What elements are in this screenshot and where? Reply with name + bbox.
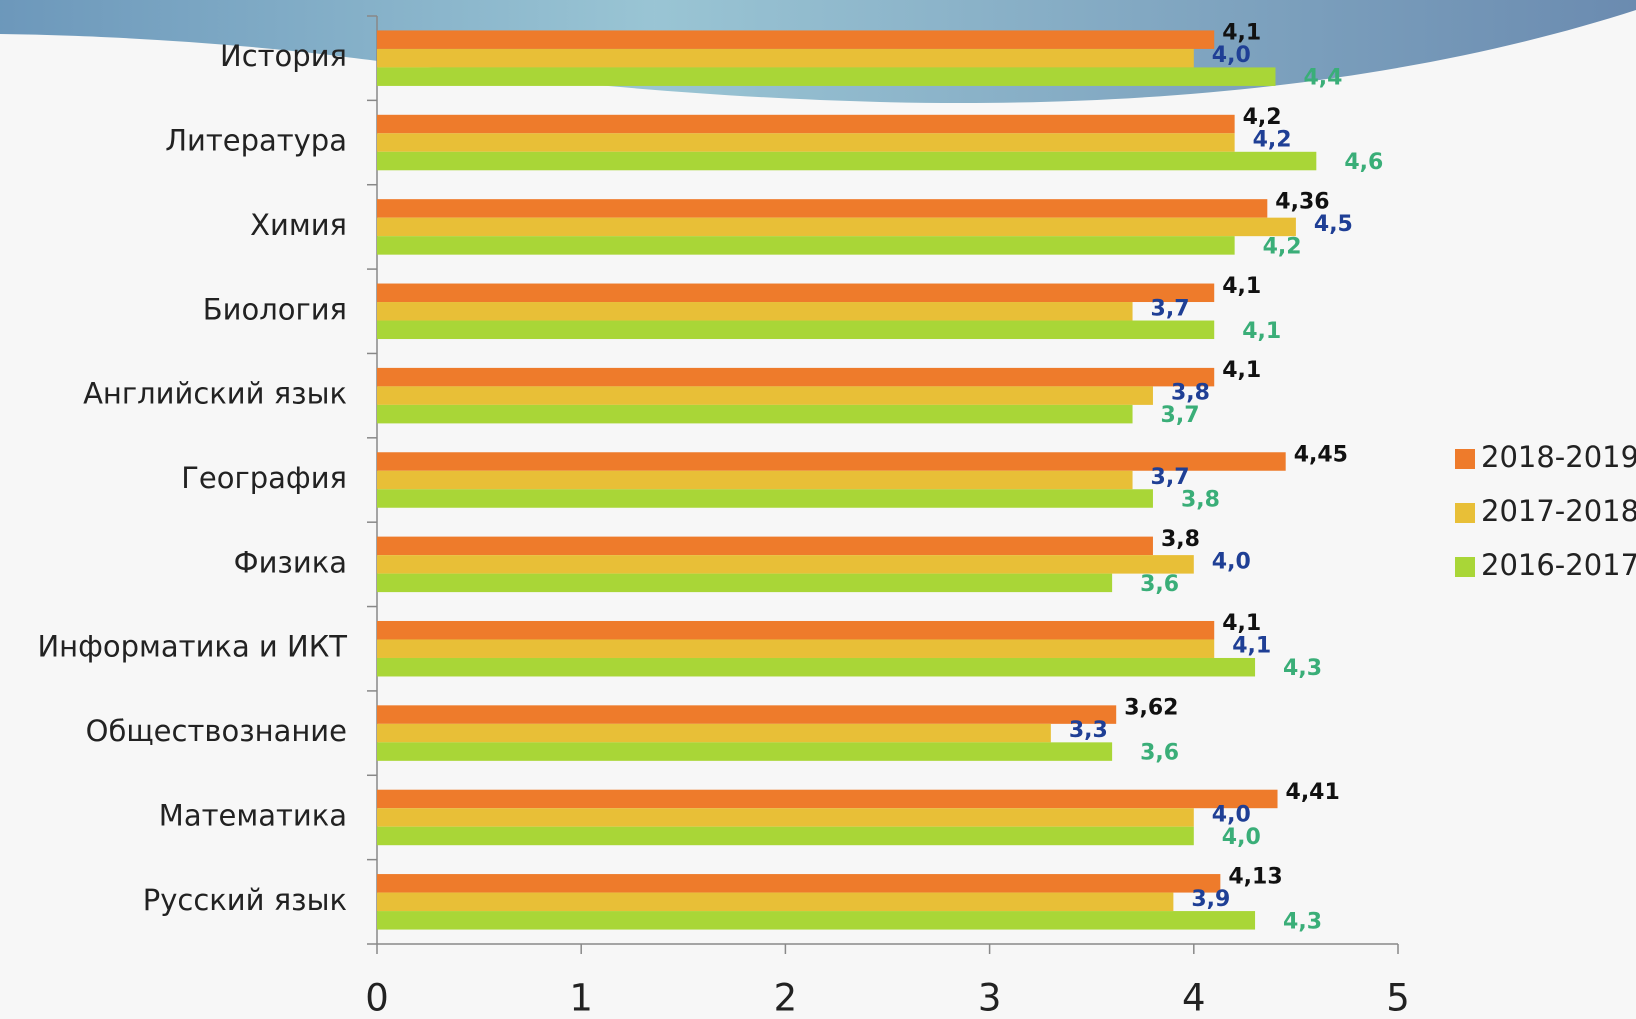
category-label: Литература xyxy=(165,124,347,158)
value-label: 3,7 xyxy=(1151,465,1190,490)
x-tick-label: 1 xyxy=(569,977,593,1019)
bar xyxy=(377,574,1112,593)
bar xyxy=(377,115,1235,134)
x-tick-label: 4 xyxy=(1182,977,1206,1019)
value-label: 4,0 xyxy=(1212,43,1251,68)
bar xyxy=(377,724,1051,743)
category-label: Математика xyxy=(159,798,347,832)
bar xyxy=(377,621,1214,640)
value-label: 4,13 xyxy=(1228,864,1282,889)
x-tick-label: 2 xyxy=(774,977,798,1019)
value-label: 3,8 xyxy=(1171,381,1210,406)
bar xyxy=(377,49,1194,68)
legend-swatch xyxy=(1455,449,1475,469)
value-label: 4,2 xyxy=(1243,105,1282,130)
bar xyxy=(377,489,1153,508)
value-label: 4,1 xyxy=(1222,611,1261,636)
value-label: 4,1 xyxy=(1222,274,1261,299)
category-label: География xyxy=(181,461,347,495)
bar xyxy=(377,471,1133,490)
value-label: 3,7 xyxy=(1161,403,1200,428)
value-label: 4,6 xyxy=(1344,150,1383,175)
legend-label: 2018-2019 xyxy=(1481,440,1636,474)
value-label: 4,41 xyxy=(1286,780,1340,805)
bar xyxy=(377,827,1194,846)
legend-swatch xyxy=(1455,557,1475,577)
bar xyxy=(377,30,1214,48)
legend-swatch xyxy=(1455,503,1475,523)
legend-label: 2016-2017 xyxy=(1481,548,1636,582)
value-label: 4,1 xyxy=(1232,634,1271,659)
value-label: 4,45 xyxy=(1294,443,1348,468)
value-label: 4,2 xyxy=(1253,128,1292,153)
bar xyxy=(377,386,1153,405)
bar xyxy=(377,639,1214,658)
category-label: История xyxy=(220,39,347,73)
value-label: 4,1 xyxy=(1242,319,1281,344)
bar xyxy=(377,790,1278,809)
value-label: 4,1 xyxy=(1222,21,1261,46)
bar xyxy=(377,133,1235,152)
bar xyxy=(377,405,1133,424)
value-label: 3,8 xyxy=(1161,527,1200,552)
value-label: 3,3 xyxy=(1069,718,1108,743)
value-label: 4,1 xyxy=(1222,358,1261,383)
category-label: Английский язык xyxy=(83,377,347,411)
category-label: Биология xyxy=(203,292,347,326)
value-label: 4,2 xyxy=(1263,234,1302,259)
value-label: 4,36 xyxy=(1275,189,1329,214)
bar xyxy=(377,742,1112,761)
category-label: Русский язык xyxy=(143,883,347,917)
bar xyxy=(377,874,1220,893)
value-label: 4,4 xyxy=(1303,66,1342,91)
value-label: 3,6 xyxy=(1140,572,1179,597)
category-label: Обществознание xyxy=(86,714,347,748)
category-label: Химия xyxy=(250,208,347,242)
chart: 012345История4,14,04,4Литература4,24,24,… xyxy=(0,0,1636,1019)
bar xyxy=(377,555,1194,574)
bar xyxy=(377,537,1153,556)
legend-label: 2017-2018 xyxy=(1481,494,1636,528)
bar xyxy=(377,236,1235,255)
value-label: 4,3 xyxy=(1283,656,1322,681)
bar xyxy=(377,199,1267,218)
value-label: 3,7 xyxy=(1151,296,1190,321)
value-label: 3,62 xyxy=(1124,696,1178,721)
bar xyxy=(377,911,1255,930)
value-label: 3,9 xyxy=(1191,887,1230,912)
value-label: 4,5 xyxy=(1314,212,1353,237)
bar xyxy=(377,67,1275,86)
value-label: 4,0 xyxy=(1212,802,1251,827)
value-label: 4,3 xyxy=(1283,909,1322,934)
bar xyxy=(377,808,1194,827)
category-label: Физика xyxy=(234,545,347,579)
bar xyxy=(377,152,1316,171)
value-label: 4,0 xyxy=(1222,825,1261,850)
bar xyxy=(377,893,1173,912)
x-tick-label: 3 xyxy=(978,977,1002,1019)
bar xyxy=(377,452,1286,471)
bar xyxy=(377,218,1296,237)
bar xyxy=(377,321,1214,340)
value-label: 3,6 xyxy=(1140,741,1179,766)
bar xyxy=(377,284,1214,303)
bar xyxy=(377,705,1116,724)
x-tick-label: 5 xyxy=(1386,977,1410,1019)
value-label: 3,8 xyxy=(1181,488,1220,513)
value-label: 4,0 xyxy=(1212,549,1251,574)
bar xyxy=(377,368,1214,387)
bar xyxy=(377,302,1133,321)
bar xyxy=(377,658,1255,677)
category-label: Информатика и ИКТ xyxy=(37,630,347,664)
x-tick-label: 0 xyxy=(365,977,389,1019)
